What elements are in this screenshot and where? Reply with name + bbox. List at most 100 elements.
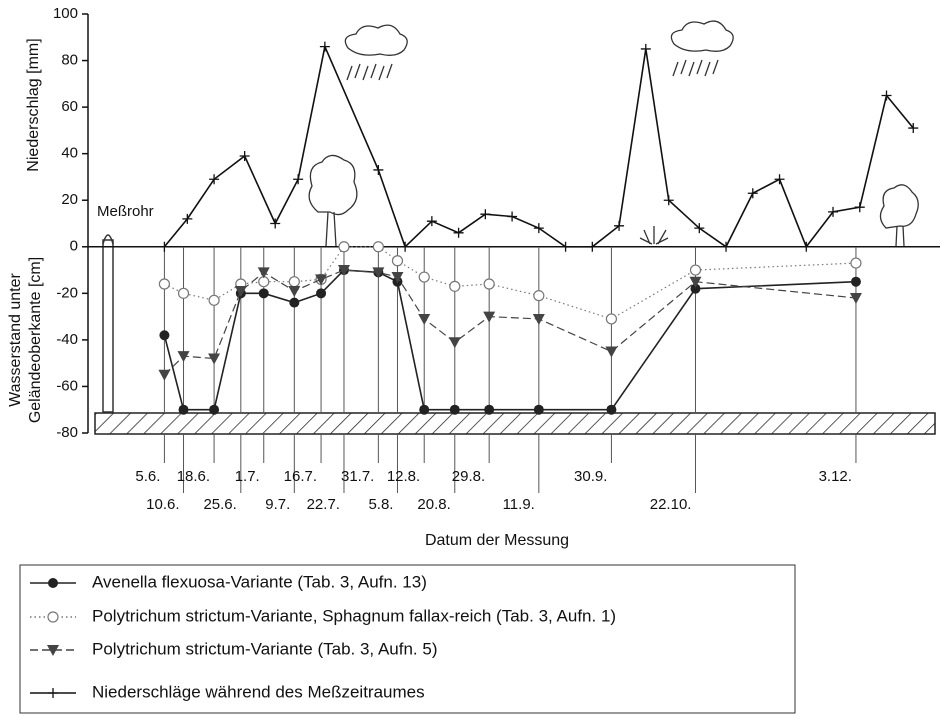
point — [560, 241, 571, 252]
x-axis-label: Datum der Messung — [425, 532, 569, 549]
point — [177, 351, 190, 363]
point — [507, 211, 518, 222]
point — [483, 311, 496, 323]
point — [257, 267, 270, 279]
point — [258, 288, 269, 299]
x-tick-label: 3.12. — [819, 468, 852, 485]
y-axis-label-bottom: Wasserstand unter — [7, 272, 24, 406]
x-tick-label: 10.6. — [146, 496, 179, 513]
point — [288, 286, 301, 298]
legend-label: Polytrichum strictum-Variante, Sphagnum … — [92, 606, 616, 625]
legend-label: Niederschläge während des Meßzeitraumes — [92, 682, 425, 701]
point — [532, 313, 545, 325]
y-tick-label: 20 — [61, 191, 78, 208]
y-tick-label: -80 — [56, 424, 78, 441]
series-line — [163, 43, 914, 249]
x-tick-label: 9.7. — [265, 496, 290, 513]
point — [288, 276, 300, 288]
y-tick-label: -60 — [56, 377, 78, 394]
point — [587, 241, 598, 252]
x-tick-label: 20.8. — [417, 496, 450, 513]
x-tick-label: 11.9. — [503, 496, 535, 513]
point — [448, 337, 461, 349]
point — [418, 313, 431, 325]
point — [234, 286, 247, 298]
point — [533, 404, 544, 415]
x-tick-label: 18.6. — [177, 468, 210, 485]
y-axis-label-top: Niederschlag [mm] — [25, 38, 42, 171]
point — [533, 290, 545, 302]
x-tick-label: 30.9. — [574, 468, 607, 485]
y-tick-label: 60 — [61, 98, 78, 115]
point — [209, 404, 220, 415]
point — [663, 195, 674, 206]
point — [337, 265, 350, 277]
point — [449, 280, 461, 292]
point — [828, 206, 839, 217]
point — [158, 369, 171, 381]
point — [159, 330, 170, 341]
point — [209, 174, 220, 185]
point — [338, 241, 350, 253]
point — [483, 278, 495, 290]
x-tick-label: 22.7. — [307, 496, 340, 513]
point — [391, 272, 404, 284]
legend-marker — [47, 611, 59, 623]
x-tick-label: 5.8. — [368, 496, 393, 513]
ground-layer — [94, 412, 936, 435]
y-tick-label: 0 — [70, 238, 78, 255]
x-tick-label: 29.8. — [452, 468, 485, 485]
point — [158, 278, 171, 290]
x-tick-label: 16.7. — [284, 468, 317, 485]
x-tick-label: 5.6. — [135, 468, 160, 485]
point — [533, 223, 544, 234]
point — [419, 404, 430, 415]
point — [854, 202, 865, 213]
point — [689, 264, 702, 276]
point — [319, 41, 330, 52]
point — [850, 257, 862, 269]
y-tick-label: 40 — [61, 145, 78, 162]
point — [208, 294, 220, 306]
y-axis-label-bottom: Geländeoberkante [cm] — [27, 257, 44, 423]
point — [605, 313, 618, 325]
x-tick-label: 1.7. — [235, 468, 260, 485]
point — [453, 227, 464, 238]
point — [315, 274, 328, 286]
point — [606, 404, 617, 415]
y-tick-label: -40 — [56, 331, 78, 348]
point — [694, 223, 705, 234]
legend-box — [19, 564, 796, 714]
point — [801, 241, 812, 252]
x-tick-label: 31.7. — [341, 468, 374, 485]
point — [293, 174, 304, 185]
x-tick-label: 22.10. — [650, 496, 692, 513]
point — [316, 288, 327, 299]
point — [159, 241, 170, 252]
legend-label: Polytrichum strictum-Variante (Tab. 3, A… — [92, 639, 437, 658]
point — [177, 287, 190, 299]
point — [182, 213, 193, 224]
point — [747, 188, 758, 199]
point — [426, 216, 437, 227]
legend-label: Avenella flexuosa-Variante (Tab. 3, Aufn… — [92, 572, 427, 591]
y-tick-label: 100 — [53, 5, 78, 22]
rain-cloud-icon — [344, 20, 734, 81]
point — [400, 241, 411, 252]
point — [721, 241, 732, 252]
point — [178, 404, 189, 415]
legend-marker — [47, 645, 59, 656]
point — [372, 241, 384, 253]
point — [881, 90, 892, 101]
x-tick-label: 25.6. — [203, 496, 236, 513]
point — [449, 404, 460, 415]
point — [689, 276, 702, 288]
point — [614, 220, 625, 231]
point — [605, 346, 618, 358]
legend-marker — [48, 688, 58, 698]
point — [391, 255, 404, 267]
point — [480, 209, 491, 220]
point — [289, 297, 300, 308]
point — [373, 164, 384, 175]
